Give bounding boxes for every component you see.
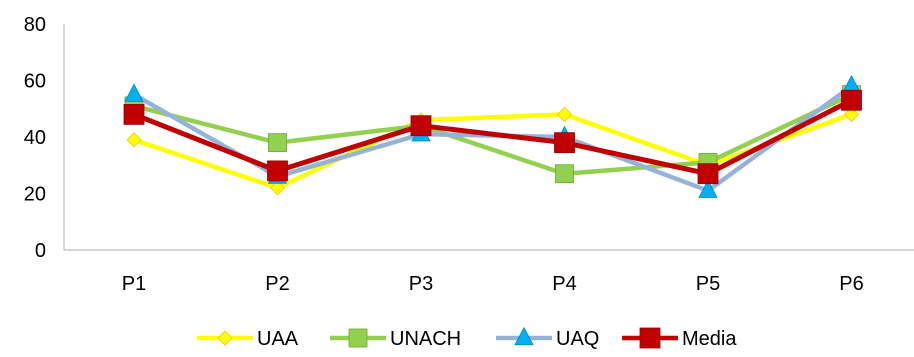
legend-item-uaq: UAQ — [496, 326, 599, 350]
data-point-media-marker — [410, 115, 432, 137]
y-tick-label: 20 — [24, 184, 46, 206]
legend-swatch-marker — [514, 326, 534, 346]
data-point-uaa-marker — [269, 180, 286, 196]
x-tick-label: P4 — [552, 273, 576, 295]
data-point-uaa-marker — [556, 106, 573, 122]
y-tick-label: 40 — [24, 127, 46, 149]
legend-label: UAQ — [556, 328, 599, 350]
x-tick-label: P1 — [122, 273, 146, 295]
legend-label: UNACH — [390, 328, 461, 350]
data-point-uaq-marker — [698, 179, 718, 198]
x-tick-label: P6 — [839, 273, 863, 295]
y-tick-labels: 0 20 40 60 80 — [24, 14, 46, 262]
x-tick-label: P2 — [265, 273, 289, 295]
legend-item-media: Media — [622, 327, 737, 350]
x-tick-label: P5 — [696, 273, 720, 295]
x-tick-label: P3 — [409, 273, 433, 295]
data-point-uaq-marker — [124, 83, 144, 102]
legend: UAA UNACH UAQ Media — [197, 326, 737, 350]
data-point-media-marker — [697, 163, 719, 185]
axes — [63, 24, 914, 251]
data-point-uaa-marker — [843, 106, 860, 122]
series-group — [123, 74, 862, 198]
series-line-unach — [131, 92, 854, 176]
y-tick-label: 60 — [24, 71, 46, 93]
legend-item-unach: UNACH — [330, 328, 461, 350]
legend-item-uaa: UAA — [197, 328, 299, 350]
x-tick-labels: P1 P2 P3 P4 P5 P6 — [122, 273, 864, 295]
data-point-media-marker — [267, 160, 288, 182]
series-line-media — [131, 97, 854, 177]
legend-label: UAA — [257, 328, 299, 350]
legend-swatch-marker — [639, 327, 661, 349]
data-point-unach-marker — [555, 164, 574, 184]
y-tick-label: 0 — [35, 240, 46, 262]
series-line-uaa — [131, 112, 854, 191]
y-tick-label: 80 — [24, 14, 46, 36]
data-point-media-marker — [554, 132, 575, 154]
series-media — [123, 89, 862, 185]
data-point-media-marker — [841, 89, 862, 111]
legend-swatch-marker — [348, 328, 368, 348]
data-point-uaa-marker — [126, 132, 142, 148]
data-point-media-marker — [123, 104, 145, 125]
legend-label: Media — [682, 328, 737, 350]
legend-swatch-marker — [217, 330, 233, 346]
data-point-unach-marker — [268, 133, 287, 153]
